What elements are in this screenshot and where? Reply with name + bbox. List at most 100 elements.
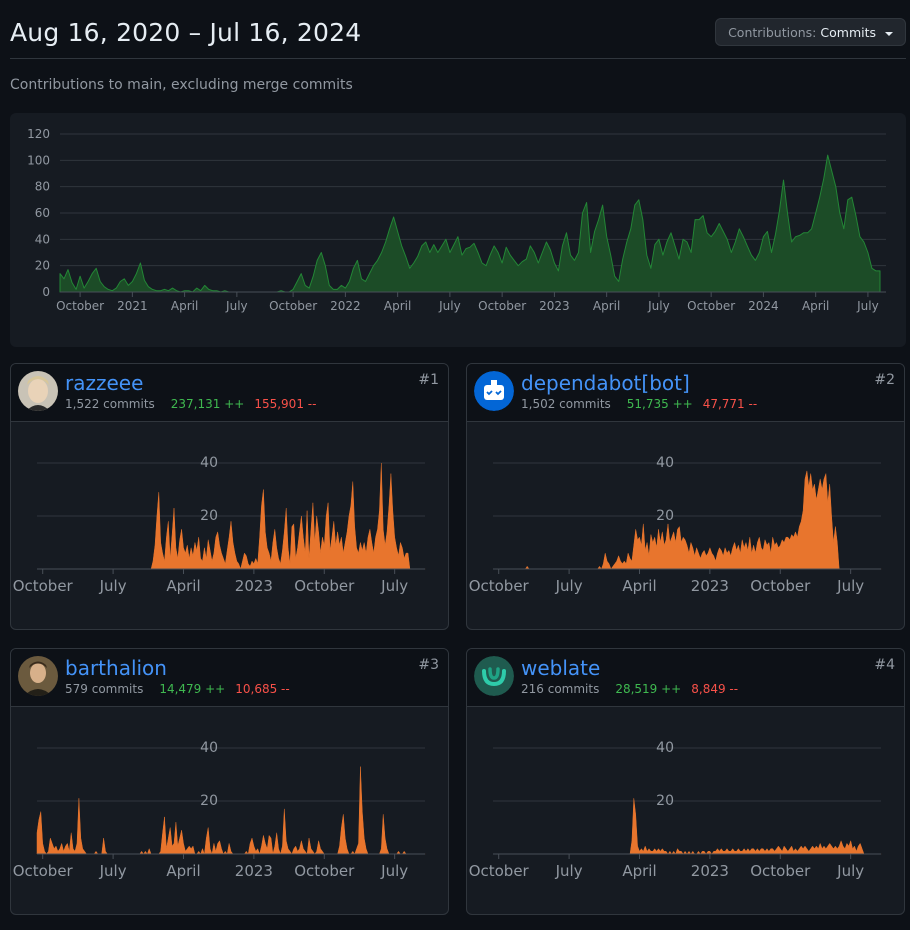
additions-count: 51,735 ++ bbox=[626, 397, 693, 411]
contributor-chart-svg: 20 40 October July April 2023 October July bbox=[469, 740, 882, 880]
x-tick-label: 2024 bbox=[748, 299, 779, 313]
contributor-chart-svg: 20 40 October July April 2023 October July bbox=[13, 455, 426, 595]
date-range-title: Aug 16, 2020 – Jul 16, 2024 bbox=[10, 18, 362, 47]
x-tick-label: July bbox=[555, 577, 583, 595]
avatar-barthalion[interactable] bbox=[18, 656, 58, 696]
contribution-area bbox=[59, 154, 881, 293]
additions-count: 28,519 ++ bbox=[615, 682, 682, 696]
main-chart-svg: 0 20 40 60 80 100 120 October 2021 April July Octob… bbox=[27, 127, 886, 313]
y-tick-label: 40 bbox=[35, 232, 50, 246]
x-tick-label: 2023 bbox=[235, 862, 273, 880]
additions-count: 14,479 ++ bbox=[159, 682, 226, 696]
x-tick-label: April bbox=[171, 299, 198, 313]
x-tick-label: 2023 bbox=[691, 577, 729, 595]
contributor-chart-svg: 20 40 October July April 2023 October July bbox=[469, 455, 882, 595]
x-tick-label: 2023 bbox=[235, 577, 273, 595]
contribution-area bbox=[492, 470, 882, 570]
x-tick-label: July bbox=[225, 299, 248, 313]
contributor-name-link[interactable]: razzeee bbox=[65, 371, 144, 395]
x-tick-label: October bbox=[294, 577, 355, 595]
x-tick-label: July bbox=[647, 299, 670, 313]
x-tick-label: 2023 bbox=[691, 862, 729, 880]
x-tick-label: April bbox=[622, 577, 656, 595]
commit-count: 1,502 commits bbox=[521, 397, 611, 411]
contributor-rank: #1 bbox=[418, 372, 439, 388]
x-tick-label: 2022 bbox=[330, 299, 361, 313]
y-tick-label: 100 bbox=[27, 153, 50, 167]
contributor-stats: 1,502 commits 51,735 ++ 47,771 -- bbox=[521, 397, 757, 411]
contributor-card-header: dependabot[bot] 1,502 commits 51,735 ++ 47… bbox=[467, 364, 904, 422]
additions-count: 237,131 ++ bbox=[170, 397, 245, 411]
contributor-card-header: weblate 216 commits 28,519 ++ 8,849 -- #4 bbox=[467, 649, 904, 707]
x-tick-label: October bbox=[13, 577, 74, 595]
contributor-card-dependabot: dependabot[bot] 1,502 commits 51,735 ++ 47… bbox=[466, 363, 905, 630]
x-tick-label: July bbox=[99, 577, 127, 595]
x-tick-label: 2021 bbox=[117, 299, 148, 313]
contributor-card-weblate: weblate 216 commits 28,519 ++ 8,849 -- #4 … bbox=[466, 648, 905, 915]
y-tick-label: 20 bbox=[35, 259, 50, 273]
deletions-count: 8,849 -- bbox=[691, 682, 739, 696]
main-contributions-chart: 0 20 40 60 80 100 120 October 2021 April July Octob… bbox=[10, 113, 906, 347]
contributor-rank: #2 bbox=[874, 372, 895, 388]
x-tick-label: April bbox=[166, 577, 200, 595]
x-tick-label: July bbox=[99, 862, 127, 880]
contributor-name-link[interactable]: barthalion bbox=[65, 656, 167, 680]
x-tick-label: October bbox=[687, 299, 735, 313]
x-tick-label: July bbox=[836, 577, 864, 595]
y-tick-label: 60 bbox=[35, 206, 50, 220]
commit-count: 579 commits bbox=[65, 682, 144, 696]
avatar-razzeee[interactable] bbox=[18, 371, 58, 411]
y-tick-label: 40 bbox=[200, 455, 218, 471]
deletions-count: 155,901 -- bbox=[254, 397, 317, 411]
y-tick-label: 20 bbox=[200, 793, 218, 809]
contributor-stats: 216 commits 28,519 ++ 8,849 -- bbox=[521, 682, 738, 696]
x-tick-label: October bbox=[294, 862, 355, 880]
x-tick-label: April bbox=[622, 862, 656, 880]
deletions-count: 10,685 -- bbox=[235, 682, 290, 696]
y-tick-label: 20 bbox=[656, 793, 674, 809]
x-tick-label: July bbox=[438, 299, 461, 313]
x-tick-label: April bbox=[166, 862, 200, 880]
avatar-weblate[interactable] bbox=[474, 656, 514, 696]
contribution-area bbox=[492, 798, 882, 855]
commit-count: 216 commits bbox=[521, 682, 600, 696]
avatar-dependabot[interactable] bbox=[474, 371, 514, 411]
chart-subtitle: Contributions to main, excluding merge c… bbox=[10, 77, 353, 93]
commit-count: 1,522 commits bbox=[65, 397, 155, 411]
y-tick-label: 40 bbox=[656, 455, 674, 471]
y-tick-label: 40 bbox=[200, 740, 218, 756]
x-tick-label: April bbox=[593, 299, 620, 313]
x-tick-label: October bbox=[269, 299, 317, 313]
x-tick-label: October bbox=[469, 577, 530, 595]
x-tick-label: 2023 bbox=[539, 299, 570, 313]
x-tick-label: October bbox=[478, 299, 526, 313]
x-tick-label: April bbox=[384, 299, 411, 313]
dropdown-value: Commits bbox=[820, 25, 877, 40]
contributor-card-razzeee: razzeee 1,522 commits 237,131 ++ 155,901 -… bbox=[10, 363, 449, 630]
contributor-card-header: barthalion 579 commits 14,479 ++ 10,685 --… bbox=[11, 649, 448, 707]
x-tick-label: July bbox=[380, 577, 408, 595]
x-tick-label: July bbox=[380, 862, 408, 880]
y-tick-label: 120 bbox=[27, 127, 50, 141]
contributor-chart-svg: 20 40 October July April 2023 October July bbox=[13, 740, 426, 880]
contribution-area bbox=[36, 766, 426, 855]
contributor-stats: 1,522 commits 237,131 ++ 155,901 -- bbox=[65, 397, 316, 411]
contributor-card-barthalion: barthalion 579 commits 14,479 ++ 10,685 --… bbox=[10, 648, 449, 915]
contributor-name-link[interactable]: dependabot[bot] bbox=[521, 371, 690, 395]
y-tick-label: 0 bbox=[42, 285, 50, 299]
y-tick-label: 20 bbox=[656, 508, 674, 524]
x-tick-label: October bbox=[750, 862, 811, 880]
contributor-stats: 579 commits 14,479 ++ 10,685 -- bbox=[65, 682, 290, 696]
contributions-type-dropdown[interactable]: Contributions: Commits bbox=[715, 18, 906, 46]
contributor-rank: #3 bbox=[418, 657, 439, 673]
page-header: Aug 16, 2020 – Jul 16, 2024 Contribution… bbox=[10, 12, 906, 59]
y-tick-label: 20 bbox=[200, 508, 218, 524]
x-tick-label: July bbox=[555, 862, 583, 880]
deletions-count: 47,771 -- bbox=[702, 397, 758, 411]
x-tick-label: April bbox=[802, 299, 829, 313]
x-tick-label: October bbox=[750, 577, 811, 595]
x-tick-label: July bbox=[856, 299, 879, 313]
contributor-name-link[interactable]: weblate bbox=[521, 656, 601, 680]
y-tick-label: 80 bbox=[35, 180, 50, 194]
x-tick-label: October bbox=[13, 862, 74, 880]
